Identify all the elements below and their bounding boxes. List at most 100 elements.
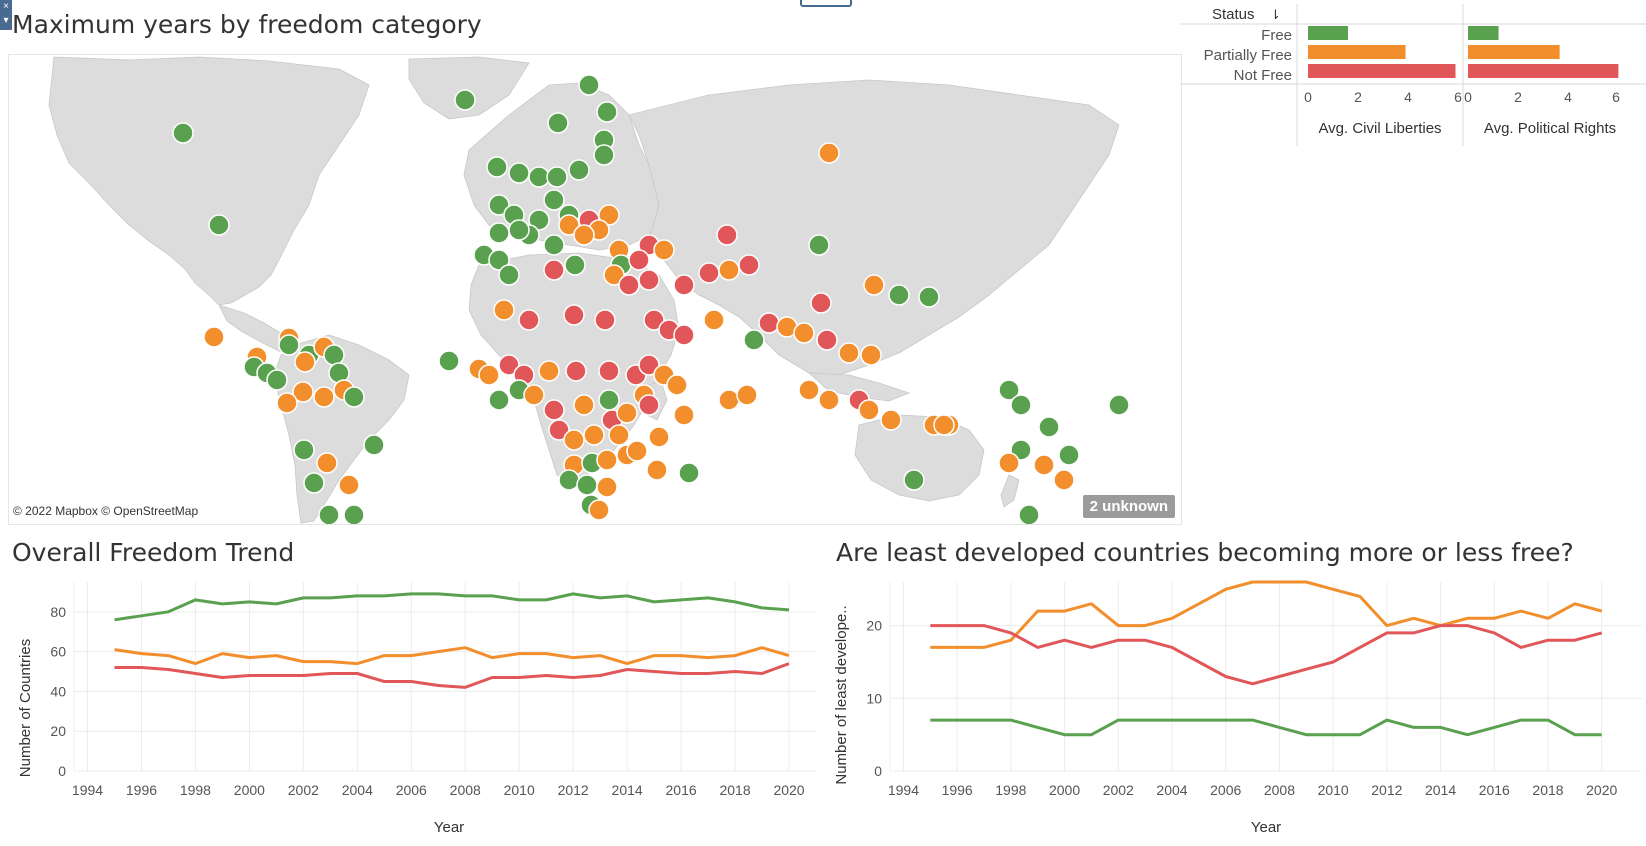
country-marker[interactable]	[488, 194, 510, 216]
ldc-freedom-trend-chart[interactable]: 0 10 20 1994 1996 1998 2000 2002 2004 2006 2008 20…	[830, 570, 1646, 846]
country-marker[interactable]	[543, 234, 565, 256]
country-marker[interactable]	[564, 254, 586, 276]
country-marker[interactable]	[998, 379, 1020, 401]
country-marker[interactable]	[528, 209, 550, 231]
sheet-drag-handle[interactable]	[800, 0, 852, 7]
country-marker[interactable]	[498, 354, 520, 376]
series-line-free[interactable]	[114, 592, 790, 622]
country-marker[interactable]	[573, 394, 595, 416]
country-marker[interactable]	[860, 344, 882, 366]
country-marker[interactable]	[808, 234, 830, 256]
series-line-not-free[interactable]	[930, 624, 1603, 686]
country-marker[interactable]	[626, 440, 648, 462]
country-marker[interactable]	[818, 389, 840, 411]
unknown-locations-badge[interactable]: 2 unknown	[1082, 495, 1175, 518]
bar-not-free[interactable]	[1308, 64, 1456, 78]
country-marker[interactable]	[638, 394, 660, 416]
civil-liberties-bars[interactable]	[1308, 26, 1456, 78]
country-marker[interactable]	[548, 419, 570, 441]
country-bubbles[interactable]	[172, 74, 1130, 524]
country-marker[interactable]	[703, 309, 725, 331]
country-marker[interactable]	[208, 214, 230, 236]
status-bar-charts[interactable]: Status ⇂ Free Partially Free Not Free 0 2…	[1180, 0, 1646, 150]
country-marker[interactable]	[558, 214, 580, 236]
country-marker[interactable]	[294, 351, 316, 373]
country-marker[interactable]	[573, 224, 595, 246]
country-marker[interactable]	[538, 360, 560, 382]
series-line-not-free[interactable]	[114, 662, 790, 689]
country-marker[interactable]	[666, 374, 688, 396]
country-marker[interactable]	[547, 112, 569, 134]
country-marker[interactable]	[568, 159, 590, 181]
country-marker[interactable]	[718, 259, 740, 281]
country-marker[interactable]	[313, 386, 335, 408]
country-marker[interactable]	[598, 389, 620, 411]
country-marker[interactable]	[565, 360, 587, 382]
country-marker[interactable]	[318, 504, 340, 524]
country-marker[interactable]	[698, 262, 720, 284]
country-marker[interactable]	[673, 404, 695, 426]
country-marker[interactable]	[738, 254, 760, 276]
country-marker[interactable]	[863, 274, 885, 296]
country-marker[interactable]	[608, 424, 630, 446]
country-marker[interactable]	[1010, 394, 1032, 416]
sheet-menu-handle[interactable]: × ▾	[0, 0, 12, 30]
bar-partially-free[interactable]	[1468, 45, 1560, 59]
country-marker[interactable]	[588, 499, 610, 521]
country-marker[interactable]	[888, 284, 910, 306]
country-marker[interactable]	[1018, 504, 1040, 524]
country-marker[interactable]	[646, 459, 668, 481]
country-marker[interactable]	[638, 269, 660, 291]
series-line-partially-free[interactable]	[114, 646, 790, 666]
trend-series[interactable]	[114, 592, 790, 689]
country-marker[interactable]	[816, 329, 838, 351]
country-marker[interactable]	[338, 474, 360, 496]
political-rights-bars[interactable]	[1468, 26, 1619, 78]
country-marker[interactable]	[278, 334, 300, 356]
country-marker[interactable]	[316, 452, 338, 474]
series-line-partially-free[interactable]	[930, 580, 1603, 649]
bar-free[interactable]	[1468, 26, 1499, 40]
country-marker[interactable]	[1038, 416, 1060, 438]
status-row-label[interactable]: Not Free	[1234, 67, 1292, 84]
country-marker[interactable]	[523, 384, 545, 406]
country-marker[interactable]	[323, 344, 345, 366]
country-marker[interactable]	[598, 360, 620, 382]
status-header[interactable]: Status	[1212, 6, 1255, 23]
country-marker[interactable]	[594, 309, 616, 331]
map-canvas[interactable]	[9, 55, 1181, 524]
status-row-label[interactable]: Free	[1261, 27, 1292, 44]
country-marker[interactable]	[518, 309, 540, 331]
country-marker[interactable]	[718, 389, 740, 411]
series-line-free[interactable]	[930, 718, 1602, 737]
country-marker[interactable]	[838, 342, 860, 364]
country-marker[interactable]	[638, 354, 660, 376]
country-marker[interactable]	[818, 142, 840, 164]
country-marker[interactable]	[576, 474, 598, 496]
bar-free[interactable]	[1308, 26, 1348, 40]
country-marker[interactable]	[292, 381, 314, 403]
country-marker[interactable]	[488, 222, 510, 244]
country-marker[interactable]	[528, 166, 550, 188]
country-marker[interactable]	[578, 74, 600, 96]
country-marker[interactable]	[616, 402, 638, 424]
country-marker[interactable]	[203, 326, 225, 348]
country-marker[interactable]	[478, 364, 500, 386]
country-marker[interactable]	[903, 469, 925, 491]
country-marker[interactable]	[758, 312, 780, 334]
country-marker[interactable]	[673, 274, 695, 296]
country-marker[interactable]	[493, 299, 515, 321]
country-marker[interactable]	[603, 264, 625, 286]
country-marker[interactable]	[596, 449, 618, 471]
country-marker[interactable]	[880, 409, 902, 431]
country-marker[interactable]	[598, 204, 620, 226]
country-marker[interactable]	[488, 249, 510, 271]
country-marker[interactable]	[918, 286, 940, 308]
country-marker[interactable]	[563, 304, 585, 326]
country-marker[interactable]	[172, 122, 194, 144]
country-marker[interactable]	[596, 476, 618, 498]
country-marker[interactable]	[546, 166, 568, 188]
country-marker[interactable]	[343, 504, 365, 524]
country-marker[interactable]	[293, 439, 315, 461]
country-marker[interactable]	[543, 189, 565, 211]
